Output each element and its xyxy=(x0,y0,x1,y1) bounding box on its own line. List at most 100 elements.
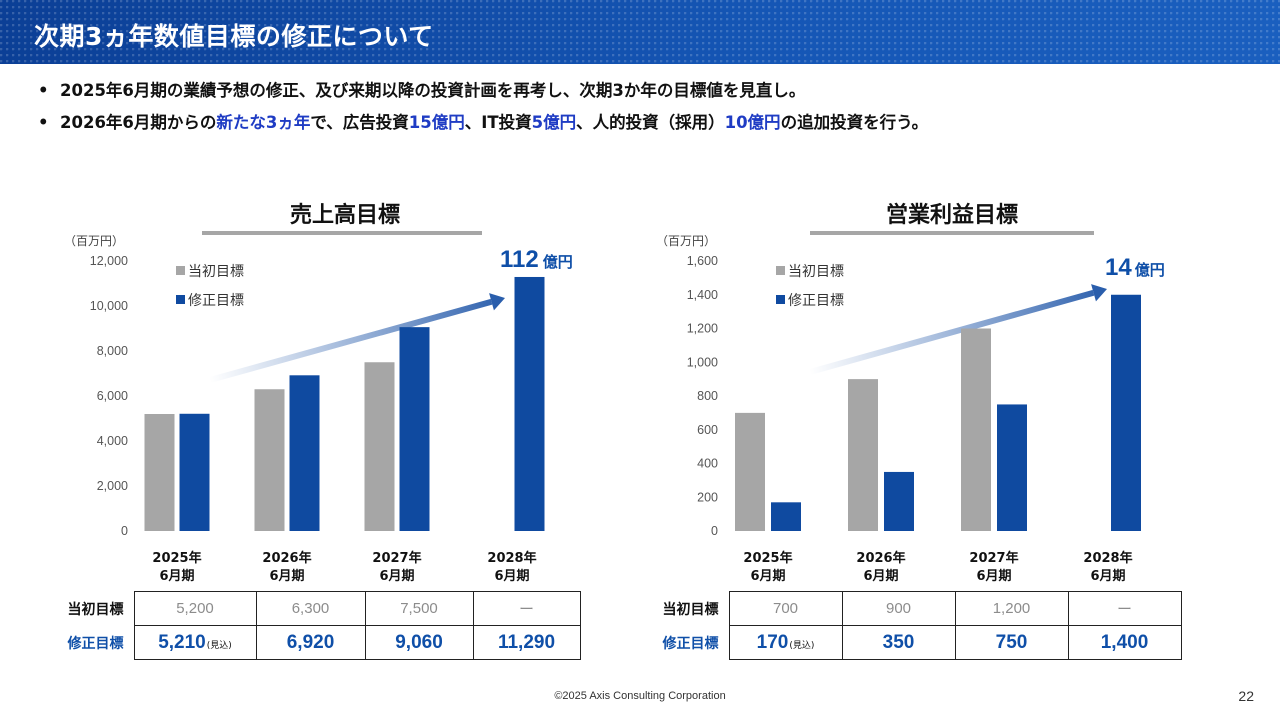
bar-revised xyxy=(179,413,210,531)
y-tick-label: 400 xyxy=(697,457,718,471)
table-cell: 1,200 xyxy=(954,591,1069,626)
bullet-marker: • xyxy=(38,113,49,132)
bullet-text-part: 2025年6月期の業績予想の修正、及び来期以降の投資計画を再考し、次期3か年の目… xyxy=(60,81,806,100)
row-label-revised: 修正目標 xyxy=(662,635,719,652)
trend-arrow-head xyxy=(1091,284,1107,302)
bullet-text-part: 2026年6月期からの xyxy=(60,113,217,132)
bullet-text-part: で、広告投資 xyxy=(310,113,409,132)
profit-values-table: 当初目標 700 900 1,200 ー 修正目標 170(見込) 350 75… xyxy=(640,591,1182,660)
x-category-line: 6月期 xyxy=(976,569,1011,584)
y-tick-label: 200 xyxy=(697,490,718,504)
bullet-text-part: 、IT投資 xyxy=(464,113,532,132)
y-tick-label: 800 xyxy=(697,389,718,403)
page-number: 22 xyxy=(1238,688,1254,704)
legend-label: 当初目標 xyxy=(788,263,844,280)
bar-revised xyxy=(399,327,430,531)
x-category-line: 2025年 xyxy=(743,550,792,566)
y-tick-label: 8,000 xyxy=(97,344,128,358)
total-callout: 14 億円 xyxy=(1105,254,1165,281)
bullet-marker: • xyxy=(38,81,49,100)
trend-arrow-shaft xyxy=(209,298,493,383)
table-cell: 5,210(見込) xyxy=(133,625,257,660)
table-cell: 6,300 xyxy=(255,591,366,626)
copyright-footer: ©2025 Axis Consulting Corporation xyxy=(554,690,726,702)
y-tick-label: 10,000 xyxy=(90,299,128,313)
bullet-highlight: 5億円 xyxy=(531,113,577,132)
bullet-text: 2025年6月期の業績予想の修正、及び来期以降の投資計画を再考し、次期3か年の目… xyxy=(60,80,805,102)
x-category-line: 6月期 xyxy=(159,569,194,584)
page-title: 次期3ヵ年数値目標の修正について xyxy=(34,22,434,51)
bullet-text-part: の追加投資を行う。 xyxy=(780,113,929,132)
legend-swatch xyxy=(176,295,185,304)
table-cell: 6,920 xyxy=(255,625,366,660)
bar-revised xyxy=(1111,294,1141,531)
x-category-label: 2027年 6月期 xyxy=(372,550,421,584)
y-tick-label: 1,600 xyxy=(687,254,718,268)
x-category-line: 2025年 xyxy=(152,550,201,566)
bullet-text-part: 、人的投資（採用） xyxy=(576,113,725,132)
y-tick-label: 0 xyxy=(711,524,718,538)
x-category-label: 2026年 6月期 xyxy=(262,550,311,584)
table-cell: ー xyxy=(472,591,581,626)
table-row-original: 当初目標 700 900 1,200 ー xyxy=(640,591,1182,626)
table-cell: 11,290 xyxy=(472,625,581,660)
bullet-highlight: 10億円 xyxy=(724,113,781,132)
y-tick-label: 12,000 xyxy=(90,254,128,268)
y-tick-label: 4,000 xyxy=(97,434,128,448)
y-tick-label: 600 xyxy=(697,423,718,437)
x-category-line: 6月期 xyxy=(269,569,304,584)
table-cell: ー xyxy=(1067,591,1182,626)
bullet-list: • 2025年6月期の業績予想の修正、及び来期以降の投資計画を再考し、次期3か年… xyxy=(38,80,1248,144)
row-label-original: 当初目標 xyxy=(67,601,124,618)
bar-original xyxy=(735,412,765,531)
bar-revised xyxy=(884,471,914,531)
bar-revised xyxy=(771,502,801,531)
table-row-revised: 修正目標 170(見込) 350 750 1,400 xyxy=(640,625,1182,660)
table-cell: 1,400 xyxy=(1067,625,1182,660)
table-cell: 900 xyxy=(841,591,956,626)
y-tick-label: 1,200 xyxy=(687,322,718,336)
table-row-original: 当初目標 5,200 6,300 7,500 ー xyxy=(50,591,581,626)
sales-values-table: 当初目標 5,200 6,300 7,500 ー 修正目標 5,210(見込) … xyxy=(50,591,581,660)
x-category-label: 2025年 6月期 xyxy=(152,550,201,584)
estimate-note: (見込) xyxy=(789,640,815,651)
bullet-highlight: 15億円 xyxy=(408,113,465,132)
x-category-line: 2028年 xyxy=(487,550,536,566)
x-category-label: 2027年 6月期 xyxy=(969,550,1018,584)
y-tick-label: 1,000 xyxy=(687,355,718,369)
table-cell: 750 xyxy=(954,625,1069,660)
y-tick-label: 0 xyxy=(121,524,128,538)
bullet-highlight: 新たな3ヵ年 xyxy=(216,113,311,132)
callout-number: 112 xyxy=(500,246,539,273)
trend-arrow-shaft xyxy=(809,289,1095,375)
bar-original xyxy=(144,414,175,531)
total-callout: 112 億円 xyxy=(500,246,573,273)
x-category-line: 2026年 xyxy=(262,550,311,566)
legend-label: 修正目標 xyxy=(188,293,244,309)
bar-original xyxy=(961,328,991,531)
bar-original xyxy=(364,362,395,531)
profit-unit-label: （百万円） xyxy=(656,234,717,248)
table-cell: 700 xyxy=(728,591,843,626)
x-category-label: 2025年 6月期 xyxy=(743,550,792,584)
x-category-line: 2026年 xyxy=(856,550,905,566)
y-tick-label: 6,000 xyxy=(97,389,128,403)
row-label-revised: 修正目標 xyxy=(67,635,124,652)
bullet-item-1: • 2025年6月期の業績予想の修正、及び来期以降の投資計画を再考し、次期3か年… xyxy=(38,80,1248,102)
x-category-line: 6月期 xyxy=(1090,569,1125,584)
row-label-original: 当初目標 xyxy=(662,601,719,618)
legend-swatch xyxy=(776,266,785,275)
callout-unit: 億円 xyxy=(543,253,573,271)
bar-original xyxy=(848,379,878,531)
x-category-line: 6月期 xyxy=(494,569,529,584)
cell-value: 5,210 xyxy=(158,631,206,653)
y-tick-label: 1,400 xyxy=(687,288,718,302)
bar-revised xyxy=(289,375,320,531)
legend-label: 当初目標 xyxy=(188,263,244,280)
sales-title-rule xyxy=(202,231,482,235)
bar-revised xyxy=(514,276,545,531)
legend-label: 修正目標 xyxy=(788,293,844,309)
x-category-label: 2028年 6月期 xyxy=(1083,550,1132,584)
table-cell: 5,200 xyxy=(133,591,257,626)
x-category-line: 6月期 xyxy=(863,569,898,584)
